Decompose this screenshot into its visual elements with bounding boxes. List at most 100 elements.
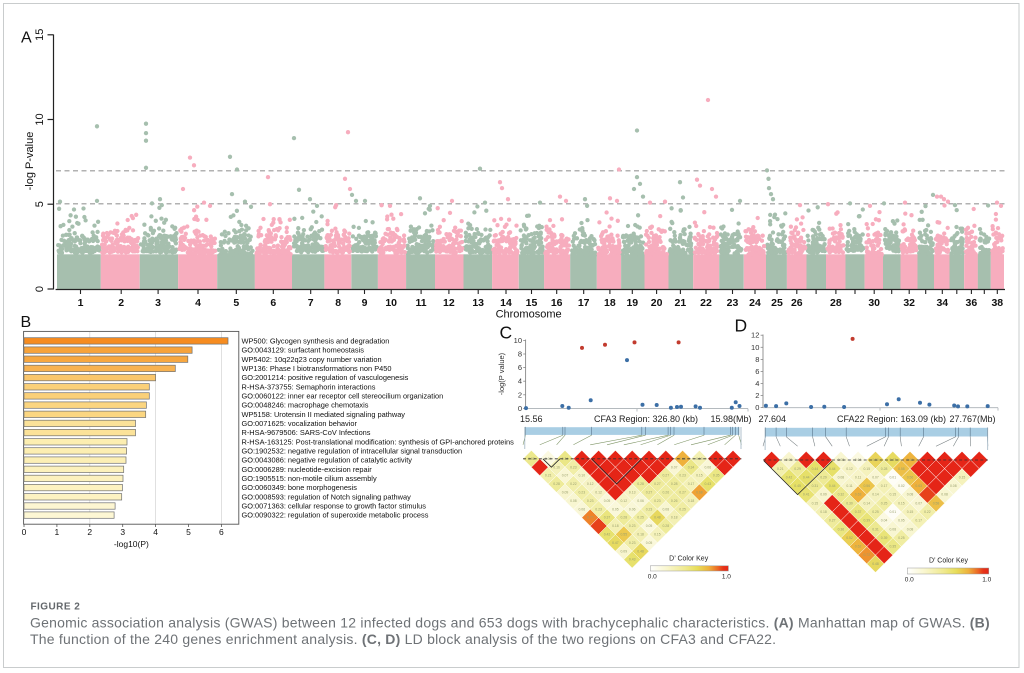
- svg-text:0.0: 0.0: [905, 577, 914, 584]
- svg-text:0.05: 0.05: [646, 541, 653, 545]
- svg-text:2: 2: [118, 297, 124, 309]
- svg-text:R-HSA-373755: Semaphorin inter: R-HSA-373755: Semaphorin interactions: [242, 382, 376, 391]
- svg-text:0.08: 0.08: [907, 493, 914, 497]
- svg-text:0.41: 0.41: [803, 493, 810, 497]
- svg-text:12: 12: [751, 331, 759, 340]
- svg-text:Chromosome: Chromosome: [496, 309, 562, 321]
- svg-text:4: 4: [518, 377, 522, 386]
- svg-text:0.04: 0.04: [881, 519, 888, 523]
- svg-text:27.604: 27.604: [759, 414, 787, 424]
- svg-text:GO:0090322: regulation of supe: GO:0090322: regulation of superoxide met…: [242, 511, 429, 520]
- svg-text:6: 6: [755, 367, 759, 376]
- svg-text:13: 13: [472, 297, 484, 309]
- svg-text:0.44: 0.44: [829, 467, 836, 471]
- svg-text:0.06: 0.06: [637, 499, 644, 503]
- svg-text:0.58: 0.58: [898, 467, 905, 471]
- svg-text:GO:0048246: macrophage chemota: GO:0048246: macrophage chemotaxis: [242, 401, 369, 410]
- svg-text:FIGURE 2: FIGURE 2: [31, 602, 81, 613]
- svg-text:0.45: 0.45: [794, 484, 801, 488]
- svg-text:GO:0006289: nucleotide-excisio: GO:0006289: nucleotide-excision repair: [242, 465, 373, 474]
- svg-text:0.05: 0.05: [612, 507, 619, 511]
- svg-text:0.17: 0.17: [881, 484, 888, 488]
- svg-text:4: 4: [755, 379, 759, 388]
- svg-text:0.31: 0.31: [872, 527, 879, 531]
- svg-text:34: 34: [936, 297, 948, 309]
- svg-text:0.58: 0.58: [933, 501, 940, 505]
- svg-text:0.18: 0.18: [612, 524, 619, 528]
- svg-text:0.11: 0.11: [846, 484, 852, 488]
- svg-text:0.43: 0.43: [629, 558, 636, 562]
- svg-text:0.25: 0.25: [898, 536, 905, 540]
- svg-text:15: 15: [34, 29, 46, 41]
- svg-text:15.56: 15.56: [520, 414, 543, 424]
- svg-text:0.37: 0.37: [855, 510, 862, 514]
- svg-text:0.44: 0.44: [812, 467, 819, 471]
- svg-text:10: 10: [514, 336, 522, 345]
- svg-text:0.15: 0.15: [959, 475, 966, 479]
- svg-text:0: 0: [755, 403, 759, 412]
- svg-text:27.767(Mb): 27.767(Mb): [949, 414, 995, 424]
- svg-text:0.22: 0.22: [924, 510, 931, 514]
- svg-text:WP500: Glycogen synthesis and: WP500: Glycogen synthesis and degradatio…: [242, 337, 390, 346]
- svg-text:GO:2001214: positive regulatio: GO:2001214: positive regulation of vascu…: [242, 373, 409, 382]
- svg-text:0.23: 0.23: [578, 491, 585, 495]
- svg-text:10: 10: [34, 113, 46, 125]
- svg-text:0.09: 0.09: [786, 458, 793, 462]
- svg-text:GO:0043086: negative regulatio: GO:0043086: negative regulation of catal…: [242, 456, 413, 465]
- svg-text:0.08: 0.08: [941, 493, 948, 497]
- svg-text:0.27: 0.27: [679, 491, 686, 495]
- svg-text:0.30: 0.30: [846, 501, 853, 505]
- svg-text:26: 26: [791, 297, 803, 309]
- svg-text:0: 0: [518, 404, 522, 413]
- svg-text:0.27: 0.27: [662, 474, 669, 478]
- svg-text:0.23: 0.23: [570, 465, 577, 469]
- svg-text:D’ Color Key: D’ Color Key: [669, 556, 709, 563]
- svg-text:0.29: 0.29: [794, 467, 801, 471]
- svg-text:15.98(Mb): 15.98(Mb): [710, 414, 751, 424]
- svg-text:0.39: 0.39: [881, 536, 888, 540]
- svg-text:0.27: 0.27: [646, 491, 653, 495]
- svg-text:0: 0: [22, 527, 27, 537]
- svg-text:R-HSA-163125: Post-translation: R-HSA-163125: Post-translational modific…: [242, 437, 515, 446]
- svg-text:0.18: 0.18: [671, 516, 678, 520]
- svg-text:6: 6: [518, 363, 522, 372]
- svg-text:1: 1: [55, 527, 60, 537]
- svg-text:0.25: 0.25: [872, 510, 879, 514]
- svg-text:0.09: 0.09: [620, 549, 627, 553]
- svg-text:0.09: 0.09: [820, 493, 827, 497]
- svg-text:5: 5: [186, 527, 191, 537]
- svg-text:18: 18: [604, 297, 616, 309]
- svg-text:0.08: 0.08: [907, 527, 914, 531]
- svg-text:12: 12: [443, 297, 455, 309]
- svg-text:0.26: 0.26: [662, 491, 669, 495]
- svg-text:0.28: 0.28: [662, 524, 669, 528]
- svg-text:B: B: [21, 314, 32, 331]
- svg-text:0.05: 0.05: [646, 524, 653, 528]
- svg-text:32: 32: [903, 297, 915, 309]
- svg-text:C: C: [500, 323, 513, 343]
- svg-text:GO:0071625: vocalization behav: GO:0071625: vocalization behavior: [242, 419, 358, 428]
- svg-text:0.21: 0.21: [545, 474, 552, 478]
- svg-text:0.05: 0.05: [898, 519, 905, 523]
- svg-text:0.12: 0.12: [587, 482, 594, 486]
- svg-text:23: 23: [727, 297, 739, 309]
- svg-text:0.28: 0.28: [553, 482, 560, 486]
- svg-text:0.43: 0.43: [704, 482, 711, 486]
- svg-text:2: 2: [755, 391, 759, 400]
- svg-text:0.42: 0.42: [786, 475, 793, 479]
- svg-text:0.08: 0.08: [950, 484, 957, 488]
- svg-text:GO:0008593: regulation of Notc: GO:0008593: regulation of Notch signalin…: [242, 492, 412, 501]
- svg-text:28: 28: [830, 297, 842, 309]
- svg-text:-log10(P): -log10(P): [114, 539, 149, 549]
- svg-text:24: 24: [749, 297, 761, 309]
- svg-text:0.28: 0.28: [637, 482, 644, 486]
- svg-text:CFA22 Region: 163.09 (kb): CFA22 Region: 163.09 (kb): [837, 414, 946, 424]
- svg-text:WP5402: 10q22q23 copy number v: WP5402: 10q22q23 copy number variation: [242, 355, 382, 364]
- svg-text:0: 0: [34, 286, 46, 292]
- svg-text:-log P-value: -log P-value: [24, 132, 36, 191]
- svg-text:21: 21: [675, 297, 687, 309]
- svg-text:16: 16: [551, 297, 563, 309]
- svg-text:0.44: 0.44: [803, 475, 810, 479]
- svg-text:0.27: 0.27: [654, 482, 661, 486]
- svg-text:14: 14: [500, 297, 512, 309]
